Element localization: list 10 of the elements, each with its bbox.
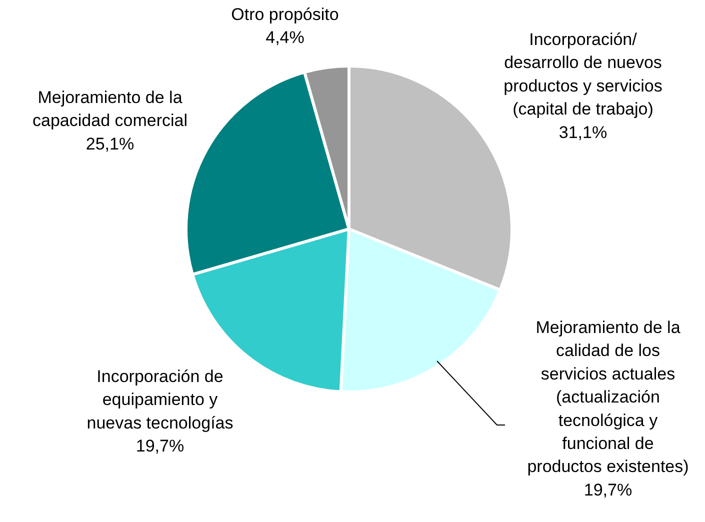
slice-label: Incorporación de equipamiento y nuevas tecnologías [86, 367, 234, 432]
data-label: 19,7% [136, 436, 184, 456]
data-label: 31,1% [558, 122, 608, 142]
data-label: 4,4% [266, 28, 304, 48]
slice-label: Otro propósito [231, 5, 339, 24]
data-label: 25,1% [86, 134, 134, 154]
slice-label: Incorporación/ desarrollo de nuevos productos y servicios (capital de trabajo) [504, 30, 662, 119]
slice-label: Mejoramiento de la calidad de los servicios actuales (actualización tecnológica y funcional de productos existentes) [527, 318, 689, 476]
data-label: 19,7% [584, 480, 632, 500]
slice-label: Mejoramiento de la capacidad comercial [32, 88, 188, 130]
